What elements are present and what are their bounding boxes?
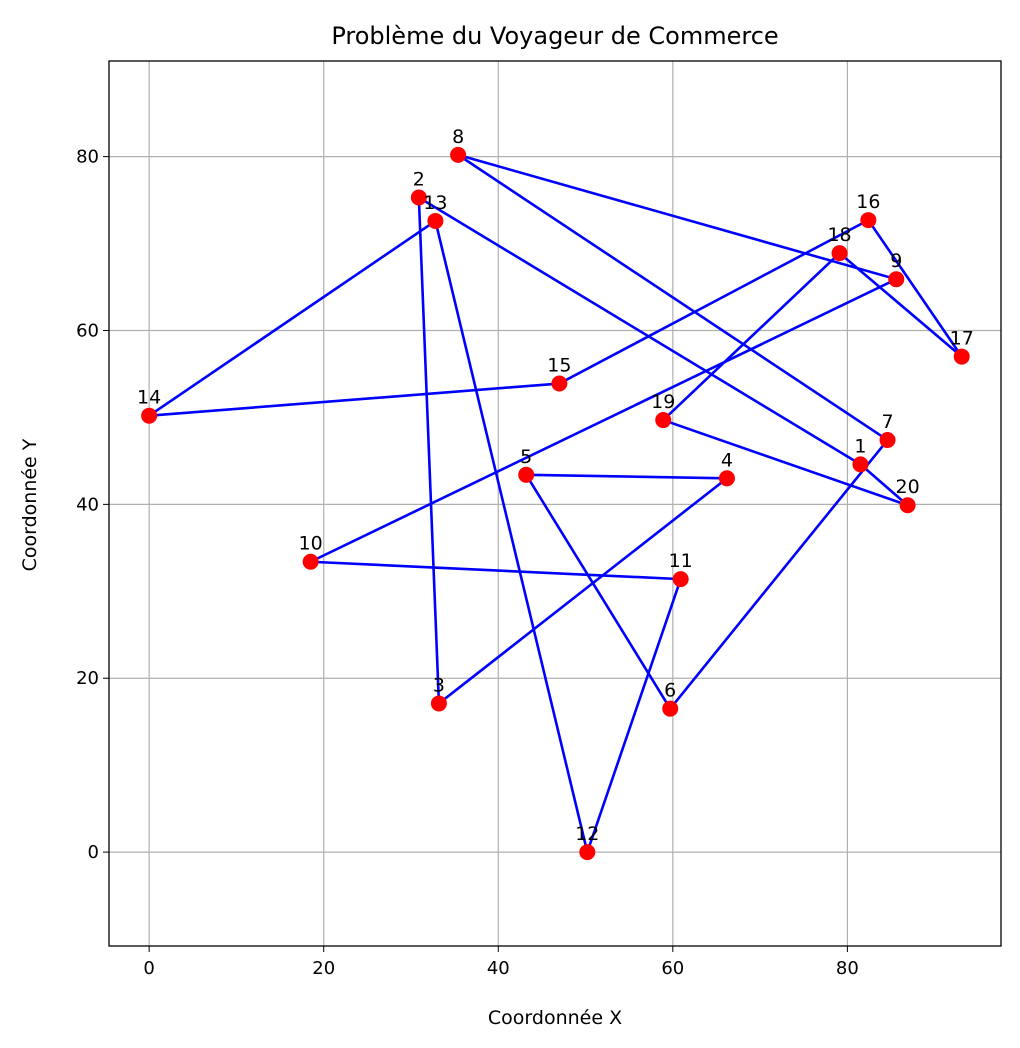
city-point (662, 700, 679, 717)
city-label: 2 (413, 168, 425, 190)
city-point (852, 456, 869, 473)
x-tick-label: 0 (143, 958, 154, 979)
city-label: 17 (950, 328, 974, 350)
city-point (410, 189, 427, 206)
y-tick-label: 0 (88, 842, 99, 863)
city-point (953, 348, 970, 365)
city-label: 11 (669, 550, 693, 572)
route-segment (417, 197, 441, 704)
route-segment (418, 196, 862, 466)
city-label: 15 (547, 355, 571, 377)
city-point (302, 553, 319, 570)
route-segment (838, 252, 963, 358)
route-segment (457, 153, 889, 442)
city-point (518, 466, 535, 483)
route-segment (586, 578, 682, 853)
y-axis-label: Coordonnée Y (19, 438, 41, 571)
route-segment (859, 463, 909, 507)
city-label: 19 (651, 391, 675, 413)
city-label: 8 (452, 126, 464, 148)
route-segment (662, 418, 909, 507)
chart-title: Problème du Voyageur de Commerce (331, 22, 778, 50)
city-label: 18 (827, 224, 851, 246)
city-label: 3 (433, 674, 445, 696)
route-segment (438, 477, 728, 705)
route-segment (149, 382, 560, 417)
route-segment (558, 218, 869, 385)
route-segment (310, 278, 897, 563)
x-axis-label: Coordonnée X (488, 1007, 622, 1029)
city-label: 13 (423, 192, 447, 214)
city-point (860, 212, 877, 229)
route-segment (434, 220, 589, 853)
city-point (430, 695, 447, 712)
city-label: 16 (856, 191, 880, 213)
city-point (718, 470, 735, 487)
city-label: 20 (896, 476, 920, 498)
route-segment (662, 252, 841, 421)
y-tick-label: 40 (76, 494, 99, 515)
city-label: 6 (664, 680, 676, 702)
x-tick-label: 80 (836, 958, 859, 979)
city-point (879, 432, 896, 449)
city-label: 10 (299, 533, 323, 555)
y-tick-label: 20 (76, 668, 99, 689)
route-segment (148, 219, 437, 417)
city-point (672, 571, 689, 588)
city-label: 12 (575, 823, 599, 845)
city-point (141, 407, 158, 424)
plot-frame (108, 60, 1002, 947)
city-label: 5 (520, 446, 532, 468)
city-point (450, 146, 467, 163)
route-segment (525, 474, 672, 710)
y-tick-label: 60 (76, 320, 99, 341)
city-label: 7 (881, 411, 893, 433)
city-point (899, 497, 916, 514)
city-label: 1 (854, 435, 866, 457)
city-point (427, 212, 444, 229)
route-segment (669, 439, 889, 710)
x-tick-label: 60 (661, 958, 684, 979)
city-point (888, 271, 905, 288)
city-label: 4 (721, 449, 733, 471)
city-point (655, 412, 672, 429)
city-point (831, 245, 848, 262)
city-label: 9 (890, 250, 902, 272)
x-tick-label: 20 (312, 958, 335, 979)
y-tick-label: 80 (76, 147, 99, 168)
city-point (551, 375, 568, 392)
route-segment (867, 219, 963, 358)
x-tick-label: 40 (487, 958, 510, 979)
route-segment (457, 153, 897, 281)
route-segment (526, 473, 727, 480)
city-label: 14 (137, 387, 161, 409)
route-segment (310, 560, 681, 581)
city-point (579, 844, 596, 861)
